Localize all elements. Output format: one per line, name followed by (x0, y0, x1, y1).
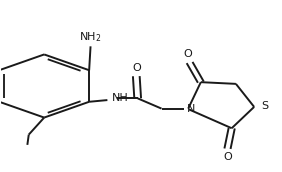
Text: S: S (261, 101, 268, 111)
Text: O: O (132, 63, 141, 73)
Text: O: O (184, 49, 193, 59)
Text: NH: NH (112, 93, 128, 103)
Text: NH$_2$: NH$_2$ (79, 30, 102, 44)
Text: N: N (187, 104, 195, 114)
Text: O: O (223, 152, 232, 162)
